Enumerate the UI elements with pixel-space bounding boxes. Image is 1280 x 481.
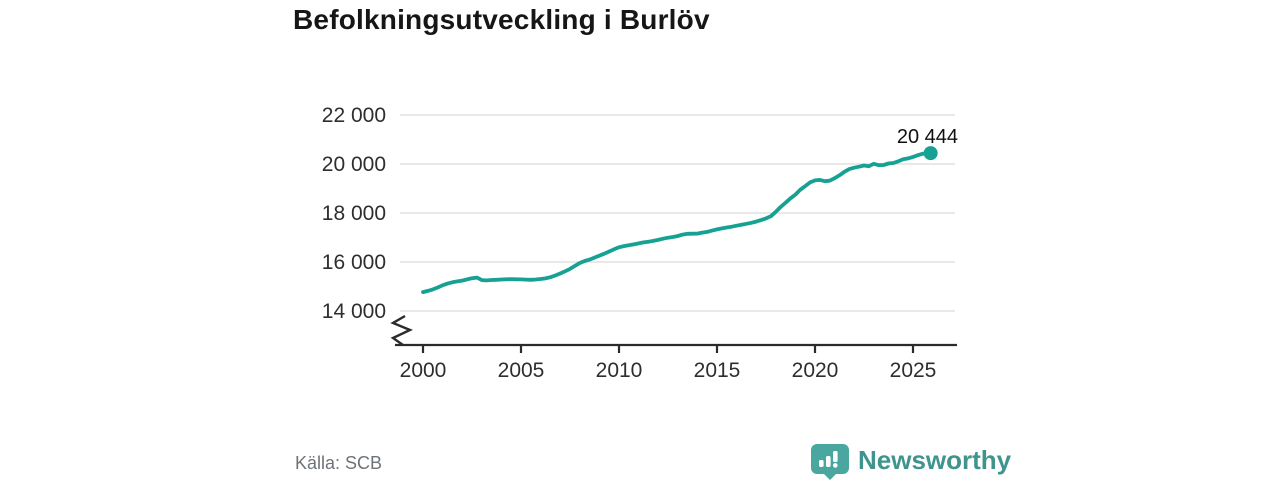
data-series-line	[421, 146, 938, 295]
y-tick-label: 14 000	[322, 300, 386, 323]
y-tick-label: 16 000	[322, 251, 386, 274]
x-axis	[395, 343, 957, 353]
y-tick-label: 20 000	[322, 153, 386, 176]
axis-tick-labels: 14 000 16 000 18 000 20 000 22 000 2000 2005 20…	[322, 104, 958, 382]
newsworthy-wordmark: Newsworthy	[858, 445, 1012, 475]
x-tick-label: 2005	[498, 359, 545, 382]
gridlines	[400, 114, 955, 312]
x-tick-label: 2010	[596, 359, 643, 382]
source-label: Källa: SCB	[295, 453, 383, 473]
x-tick-label: 2025	[890, 359, 937, 382]
x-tick-label: 2015	[694, 359, 741, 382]
x-tick-label: 2020	[792, 359, 839, 382]
latest-value-dot	[923, 146, 938, 161]
newsworthy-logo-icon	[811, 444, 849, 480]
y-tick-label: 18 000	[322, 202, 386, 225]
chart-title: Befolkningsutveckling i Burlöv	[293, 4, 710, 35]
latest-value-label: 20 444	[897, 126, 958, 148]
y-tick-label: 22 000	[322, 104, 386, 127]
x-tick-label: 2000	[400, 359, 447, 382]
axis-break-symbol	[390, 314, 413, 346]
newsworthy-branding: Newsworthy	[810, 443, 1011, 481]
